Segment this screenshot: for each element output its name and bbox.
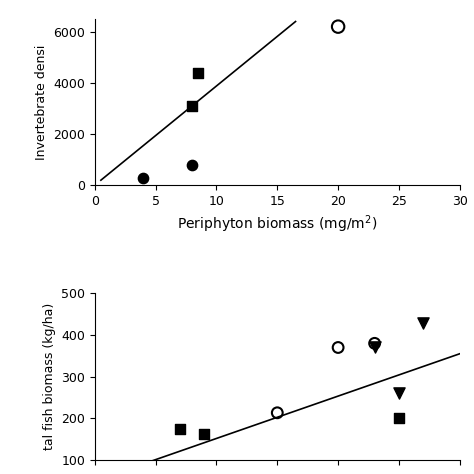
Point (395, 414, 403, 422)
Point (176, 425, 184, 432)
X-axis label: Periphyton biomass (mg/m$^2$): Periphyton biomass (mg/m$^2$) (177, 214, 377, 235)
Point (188, 102, 196, 110)
Point (140, 174, 147, 182)
Point (194, 69, 202, 76)
Point (371, 339, 378, 347)
Y-axis label: Invertebrate densi: Invertebrate densi (35, 45, 48, 160)
Point (334, 23, 342, 30)
Point (419, 319, 427, 326)
Point (188, 161, 196, 169)
Point (371, 344, 378, 351)
Y-axis label: tal fish biomass (kg/ha): tal fish biomass (kg/ha) (43, 303, 55, 450)
Point (334, 344, 342, 351)
Point (395, 390, 403, 397)
Point (201, 430, 208, 438)
Point (273, 409, 281, 417)
